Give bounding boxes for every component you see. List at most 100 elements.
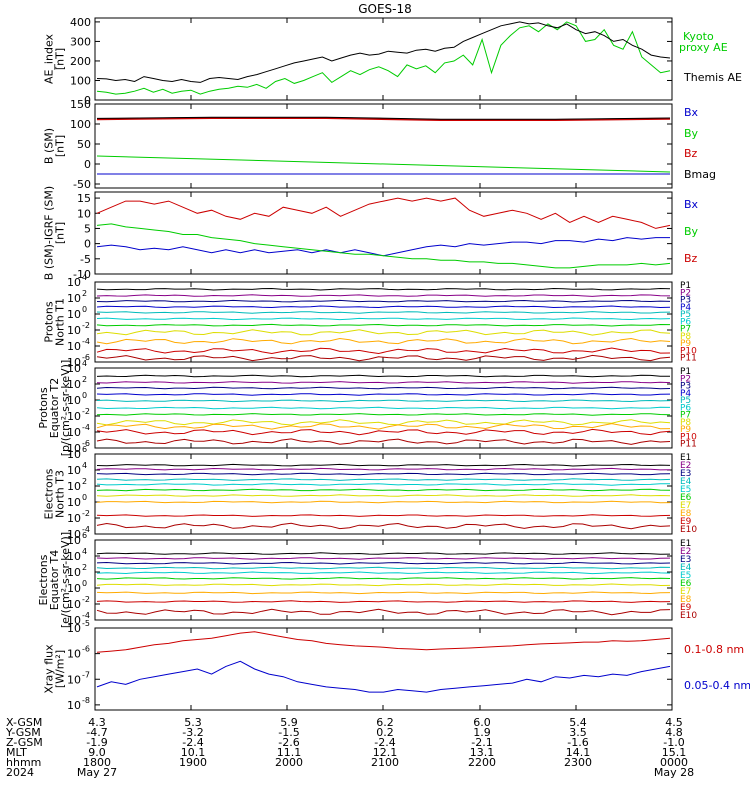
- legend-entry: E6: [680, 579, 692, 589]
- legend-entry: E5: [680, 485, 691, 495]
- legend-entry: P1: [680, 281, 691, 291]
- legend-entry: E3: [680, 469, 691, 479]
- ephemeris-row-label: Z-GSM: [6, 736, 43, 749]
- ephemeris-row-label: 2024: [6, 766, 34, 779]
- legend-entry: E8: [680, 595, 692, 605]
- ephemeris-cell: 0000: [660, 756, 688, 769]
- ephemeris-cell: 10.1: [181, 746, 206, 759]
- y-tick-exponent: 6: [82, 531, 87, 540]
- ephemeris-cell: 14.1: [566, 746, 591, 759]
- legend-entry: P4: [680, 389, 691, 399]
- y-tick-label: 10: [67, 582, 81, 595]
- y-tick-exponent: 4: [82, 461, 87, 470]
- legend-entry: E3: [680, 555, 691, 565]
- y-tick-exponent: -4: [82, 423, 90, 432]
- y-tick-exponent: 2: [82, 289, 87, 298]
- ephemeris-cell: -4.7: [86, 726, 107, 739]
- series-line-e8: [96, 591, 671, 595]
- legend-entry: 0.1-0.8 nm: [684, 643, 744, 656]
- y-tick-label: 10: [67, 410, 81, 423]
- legend-entry: Kyoto: [683, 30, 714, 43]
- ephemeris-cell: May 28: [654, 766, 694, 779]
- ephemeris-cell: 2200: [468, 756, 496, 769]
- series-line-p8: [96, 329, 671, 336]
- y-axis-label: Electrons: [43, 468, 56, 519]
- y-tick-label: 15: [77, 192, 91, 205]
- series-line-e9: [96, 514, 671, 517]
- legend-entry: E6: [680, 493, 692, 503]
- ephemeris-cell: -1.5: [278, 726, 299, 739]
- y-tick-label: 100: [70, 74, 91, 87]
- series-line-0-1-0-8-nm: [96, 631, 671, 653]
- series-line-e5: [96, 483, 671, 486]
- legend-entry: E1: [680, 539, 691, 549]
- y-tick-exponent: 0: [82, 391, 87, 400]
- series-line-e1: [96, 463, 671, 467]
- y-tick-exponent: -2: [82, 509, 90, 518]
- series-line-e2: [96, 557, 671, 560]
- series-line-p8: [96, 419, 671, 426]
- y-axis-label: [p/(cm²-s-sr-keV)]: [59, 360, 72, 457]
- ephemeris-cell: 0.2: [376, 726, 394, 739]
- legend-entry: Bz: [684, 252, 698, 265]
- legend-entry: P5: [680, 396, 691, 406]
- legend-entry: Bz: [684, 147, 698, 160]
- ephemeris-row-label: hhmm: [6, 756, 41, 769]
- series-line-p11: [96, 354, 671, 362]
- legend-entry: P7: [680, 411, 691, 421]
- y-tick-exponent: 2: [82, 477, 87, 486]
- ephemeris-cell: 2000: [275, 756, 303, 769]
- y-tick-label: -5: [80, 253, 91, 266]
- ephemeris-row-label: Y-GSM: [5, 726, 41, 739]
- y-tick-exponent: 4: [82, 547, 87, 556]
- y-tick-exponent: -5: [82, 619, 90, 628]
- y-tick-exponent: 6: [82, 445, 87, 454]
- legend-entry: Bmag: [684, 168, 716, 181]
- panel-b_sm: -50 0 50 100 150 B (SM)[nT] Bx By Bz Bmag: [43, 98, 717, 191]
- legend-entry: E10: [680, 525, 697, 535]
- series-line-p1: [96, 374, 671, 378]
- legend-entry: Bx: [684, 106, 699, 119]
- y-tick-exponent: -7: [82, 670, 90, 679]
- legend-entry: P9: [680, 339, 691, 349]
- y-tick-label: 50: [77, 138, 91, 151]
- y-tick-exponent: -4: [82, 611, 90, 620]
- series-line-p9: [96, 423, 671, 430]
- legend-entry: P6: [680, 317, 691, 327]
- y-tick-label: 10: [67, 598, 81, 611]
- ephemeris-cell: 3.5: [569, 726, 587, 739]
- series-line-by: [96, 223, 671, 269]
- ephemeris-cell: -2.4: [374, 736, 395, 749]
- y-axis-label: [W/m²]: [54, 650, 67, 688]
- legend-entry: P11: [680, 354, 697, 364]
- series-line-p4: [96, 305, 671, 309]
- series-line-bx: [96, 237, 670, 257]
- legend-entry: P3: [680, 382, 691, 392]
- y-tick-label: 10: [67, 426, 81, 439]
- legend-entry: Themis AE: [683, 71, 742, 84]
- y-tick-exponent: -8: [82, 696, 90, 705]
- y-tick-exponent: -6: [82, 353, 90, 362]
- series-line-e5: [96, 571, 671, 575]
- y-tick-exponent: 0: [82, 305, 87, 314]
- y-tick-exponent: -4: [82, 337, 90, 346]
- ephemeris-cell: 4.8: [665, 726, 683, 739]
- y-axis-label: North T3: [54, 470, 67, 518]
- legend-entry: proxy AE: [679, 41, 728, 54]
- legend-entry: P1: [680, 367, 691, 377]
- legend-entry: P7: [680, 325, 691, 335]
- series-line-p6: [96, 406, 671, 410]
- y-tick-label: 10: [67, 496, 81, 509]
- y-tick-label: 10: [67, 614, 81, 627]
- ephemeris-cell: 5.3: [184, 716, 202, 729]
- series-line-e3: [96, 561, 671, 565]
- y-tick-label: 10: [67, 356, 81, 369]
- series-line-p2: [96, 294, 671, 297]
- y-tick-label: 10: [67, 448, 81, 461]
- panel-b_igrf: -10 -5 0 5 10 15 B (SM)-IGRF (SM)[nT] Bx By Bz: [43, 186, 699, 281]
- ephemeris-cell: 12.1: [373, 746, 398, 759]
- y-tick-label: -10: [73, 268, 91, 281]
- legend-entry: E7: [680, 587, 691, 597]
